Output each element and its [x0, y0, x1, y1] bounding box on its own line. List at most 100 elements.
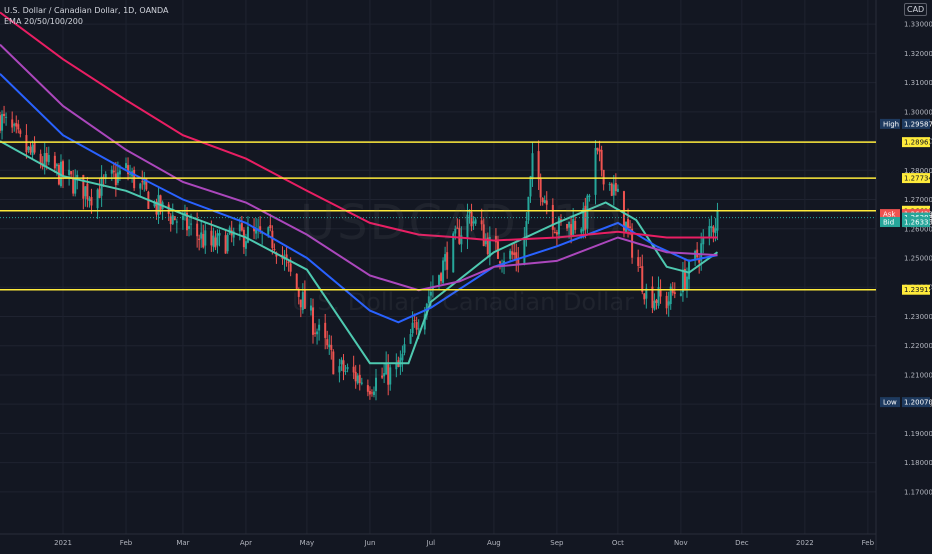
x-tick-label: Apr	[240, 539, 252, 547]
candle-body	[74, 177, 77, 194]
x-tick-label: Aug	[487, 539, 501, 547]
candle-body	[19, 130, 22, 134]
candle-body	[383, 373, 386, 377]
candle-body	[452, 233, 455, 273]
y-tick-label: 1.33000	[904, 21, 932, 29]
candle-body	[541, 198, 544, 203]
candle-body	[287, 261, 290, 264]
candle-body	[62, 161, 65, 178]
candle-body	[188, 226, 191, 229]
candle-body	[572, 219, 575, 235]
ema-line-ema-200	[0, 11, 718, 242]
y-tick-label: 1.18000	[904, 459, 932, 467]
marker-tag: Ask	[883, 211, 896, 219]
candle-body	[39, 153, 42, 164]
candle-body	[517, 257, 520, 265]
candle-body	[352, 366, 355, 373]
candle-body	[456, 227, 459, 229]
candle-body	[643, 293, 646, 300]
candle-body	[88, 198, 91, 202]
candle-body	[47, 154, 50, 163]
candle-body	[98, 188, 101, 198]
y-tick-label: 1.17000	[904, 488, 932, 496]
candle-body	[683, 268, 686, 290]
candle-body	[31, 144, 34, 156]
candle-body	[342, 360, 345, 372]
candle-body	[86, 183, 89, 200]
candle-body	[173, 216, 176, 221]
candle-body	[326, 339, 329, 346]
candle-body	[309, 305, 312, 311]
level-label-box	[902, 173, 930, 184]
candle-body	[139, 183, 142, 189]
candle-body	[33, 142, 36, 153]
indicator-legend[interactable]: EMA 20/50/100/200	[4, 17, 83, 26]
candle-body	[667, 301, 670, 306]
candle-body	[474, 219, 477, 224]
candle-body	[70, 171, 73, 175]
marker-tag-box	[880, 397, 900, 408]
candle-body	[318, 324, 321, 331]
candle-body	[344, 370, 347, 373]
candle-body	[580, 229, 583, 233]
candle-body	[15, 122, 18, 127]
candle-body	[271, 230, 274, 248]
y-tick-label: 1.19000	[904, 430, 932, 438]
candle-body	[289, 263, 292, 272]
candle-body	[259, 226, 262, 232]
candle-body	[442, 260, 445, 283]
candle-body	[238, 224, 241, 232]
candle-body	[681, 269, 684, 293]
candle-body	[72, 177, 75, 194]
candle-body	[665, 295, 668, 309]
candle-body	[446, 252, 449, 270]
candle-body	[694, 251, 697, 261]
marker-tag-box	[880, 118, 900, 129]
candle-body	[368, 390, 371, 395]
x-tick-label: Jun	[363, 539, 375, 547]
candle-body	[602, 169, 605, 185]
candle-body	[423, 314, 426, 330]
candle-body	[267, 227, 270, 235]
candle-body	[714, 228, 717, 234]
candle-body	[314, 332, 317, 334]
candle-body	[181, 215, 184, 220]
candle-body	[255, 228, 258, 234]
candle-body	[596, 147, 599, 151]
candle-body	[129, 173, 132, 175]
candle-body	[444, 254, 447, 262]
ema-line-ema-100	[0, 43, 718, 292]
candle-body	[218, 233, 221, 236]
candle-body	[240, 223, 243, 231]
candle-body	[200, 232, 203, 239]
candle-body	[27, 146, 30, 150]
candle-body	[413, 320, 416, 322]
x-tick-label: 2021	[54, 539, 72, 547]
candle-body	[175, 221, 178, 223]
level-label: 1.27734	[904, 175, 932, 183]
candle-body	[515, 252, 518, 261]
candle-body	[375, 377, 378, 392]
candle-body	[11, 119, 14, 128]
currency-badge[interactable]: CAD	[904, 3, 928, 16]
candle-body	[440, 273, 443, 282]
marker-value: 1.20070	[904, 399, 932, 407]
candle-body	[96, 189, 99, 209]
candle-body	[525, 221, 528, 238]
candle-body	[356, 375, 359, 384]
marker-value-box	[902, 217, 930, 228]
candle-body	[600, 149, 603, 171]
candle-body	[466, 214, 469, 238]
candle-body	[216, 233, 219, 246]
candle-body	[55, 164, 58, 167]
candle-body	[716, 210, 719, 231]
candle-body	[568, 221, 571, 228]
candle-body	[574, 220, 577, 230]
candle-body	[127, 165, 130, 175]
candle-body	[431, 286, 434, 291]
candle-body	[671, 288, 674, 293]
candle-body	[629, 226, 632, 228]
candle-body	[246, 226, 249, 243]
